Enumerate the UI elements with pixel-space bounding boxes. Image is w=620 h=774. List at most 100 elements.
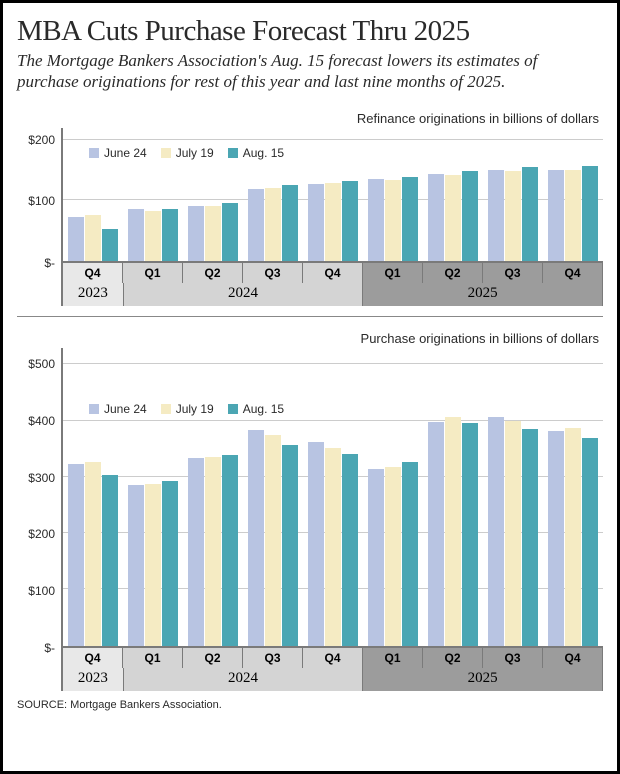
legend-item: July 19 xyxy=(161,146,214,160)
bar xyxy=(428,174,444,260)
x-quarter-label: Q1 xyxy=(123,648,183,668)
bar xyxy=(85,462,101,645)
bar xyxy=(565,170,581,261)
x-year-label: 2023 xyxy=(61,283,124,306)
y-tick-label: $100 xyxy=(28,194,55,208)
bar xyxy=(445,175,461,261)
bar xyxy=(445,417,461,645)
x-quarter-label: Q2 xyxy=(423,263,483,283)
bar xyxy=(385,467,401,645)
x-year-label: 2023 xyxy=(61,668,124,691)
x-axis: Q4Q1Q2Q3Q4Q1Q2Q3Q4202320242025 xyxy=(61,263,603,306)
legend-item: June 24 xyxy=(89,146,147,160)
bar xyxy=(282,445,298,646)
bar xyxy=(188,206,204,260)
bar xyxy=(565,428,581,646)
y-tick-label: $100 xyxy=(28,584,55,598)
legend-swatch xyxy=(161,404,171,414)
bar xyxy=(85,215,101,261)
bar xyxy=(68,217,84,261)
bar-group xyxy=(483,348,543,646)
bar xyxy=(308,184,324,260)
y-tick-label: $200 xyxy=(28,527,55,541)
bar-group xyxy=(63,348,123,646)
bar-group xyxy=(483,128,543,261)
legend: June 24 July 19 Aug. 15 xyxy=(89,146,284,160)
legend-label: Aug. 15 xyxy=(243,146,284,160)
y-tick-label: $- xyxy=(44,641,55,655)
x-quarter-label: Q2 xyxy=(183,263,243,283)
plot-area: June 24 July 19 Aug. 15 xyxy=(61,128,603,263)
bar xyxy=(342,181,358,261)
bar xyxy=(402,177,418,260)
x-quarter-label: Q4 xyxy=(61,263,123,283)
bar-group xyxy=(543,348,603,646)
bar xyxy=(462,171,478,260)
bar xyxy=(222,203,238,260)
chart-title: Refinance originations in billions of do… xyxy=(17,111,603,126)
bar xyxy=(488,170,504,261)
x-year-label: 2025 xyxy=(363,668,603,691)
bar xyxy=(548,170,564,261)
bar-group xyxy=(243,348,303,646)
bar xyxy=(368,179,384,261)
legend-item: June 24 xyxy=(89,402,147,416)
y-axis: $-$100$200$300$400$500 xyxy=(17,348,61,648)
purchase-chart: Purchase originations in billions of dol… xyxy=(17,331,603,691)
source-text: SOURCE: Mortgage Bankers Association. xyxy=(17,699,603,711)
bar xyxy=(162,209,178,260)
divider xyxy=(17,316,603,317)
x-quarter-label: Q1 xyxy=(363,648,423,668)
y-tick-label: $400 xyxy=(28,414,55,428)
legend-label: July 19 xyxy=(176,402,214,416)
y-axis: $-$100$200 xyxy=(17,128,61,263)
x-quarter-label: Q2 xyxy=(183,648,243,668)
bar-group xyxy=(303,348,363,646)
x-quarter-label: Q4 xyxy=(543,648,603,668)
bar xyxy=(145,484,161,646)
chart-title: Purchase originations in billions of dol… xyxy=(17,331,603,346)
bar xyxy=(162,481,178,645)
x-quarter-label: Q3 xyxy=(243,263,303,283)
bar xyxy=(222,455,238,645)
legend: June 24 July 19 Aug. 15 xyxy=(89,402,284,416)
bar xyxy=(128,209,144,260)
bar xyxy=(248,189,264,260)
bar xyxy=(582,438,598,645)
bar-group xyxy=(423,128,483,261)
bar xyxy=(68,464,84,645)
legend-swatch xyxy=(228,148,238,158)
legend-item: Aug. 15 xyxy=(228,402,284,416)
bars-row xyxy=(63,348,603,646)
bar xyxy=(145,211,161,261)
x-quarter-label: Q4 xyxy=(303,648,363,668)
x-quarter-label: Q4 xyxy=(61,648,123,668)
bar-group xyxy=(543,128,603,261)
bar xyxy=(368,469,384,646)
y-tick-label: $300 xyxy=(28,471,55,485)
bar-group xyxy=(363,348,423,646)
y-tick-label: $- xyxy=(44,256,55,270)
bar xyxy=(188,458,204,645)
bar xyxy=(102,475,118,645)
page-title: MBA Cuts Purchase Forecast Thru 2025 xyxy=(17,15,603,48)
x-year-label: 2024 xyxy=(124,283,364,306)
bar xyxy=(428,422,444,646)
bar xyxy=(342,454,358,645)
plot-area: June 24 July 19 Aug. 15 xyxy=(61,348,603,648)
bar xyxy=(102,229,118,260)
x-year-label: 2025 xyxy=(363,283,603,306)
bar xyxy=(308,442,324,646)
bar xyxy=(505,421,521,646)
bar xyxy=(548,431,564,646)
legend-label: July 19 xyxy=(176,146,214,160)
bar xyxy=(522,167,538,260)
bar xyxy=(248,430,264,645)
bar xyxy=(325,183,341,260)
bar xyxy=(505,171,521,260)
bar-group xyxy=(183,348,243,646)
legend-swatch xyxy=(89,404,99,414)
x-quarter-label: Q1 xyxy=(123,263,183,283)
bar xyxy=(402,462,418,645)
x-quarter-label: Q1 xyxy=(363,263,423,283)
